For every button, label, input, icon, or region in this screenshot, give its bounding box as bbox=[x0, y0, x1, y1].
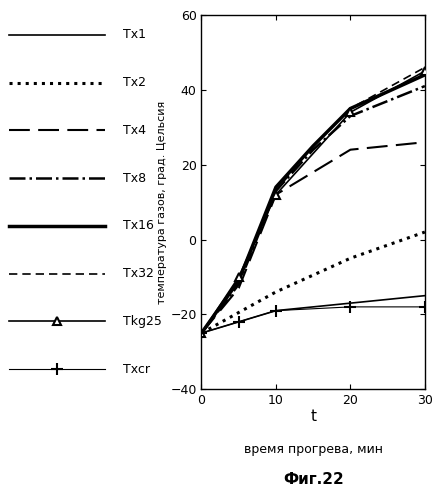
Y-axis label: температура газов, град. Цельсия: температура газов, град. Цельсия bbox=[158, 100, 167, 304]
Text: Tx16: Tx16 bbox=[123, 220, 153, 233]
Text: время прогрева, мин: время прогрева, мин bbox=[244, 443, 383, 456]
Text: Tx4: Tx4 bbox=[123, 124, 146, 137]
Text: Фиг.22: Фиг.22 bbox=[283, 472, 343, 487]
Text: Tx1: Tx1 bbox=[123, 28, 146, 41]
Text: Tx32: Tx32 bbox=[123, 267, 153, 280]
Text: Tkg25: Tkg25 bbox=[123, 315, 162, 328]
Text: Tx2: Tx2 bbox=[123, 76, 146, 89]
Text: t: t bbox=[310, 409, 316, 424]
Text: Tx8: Tx8 bbox=[123, 172, 146, 185]
Text: Txcr: Txcr bbox=[123, 363, 150, 376]
